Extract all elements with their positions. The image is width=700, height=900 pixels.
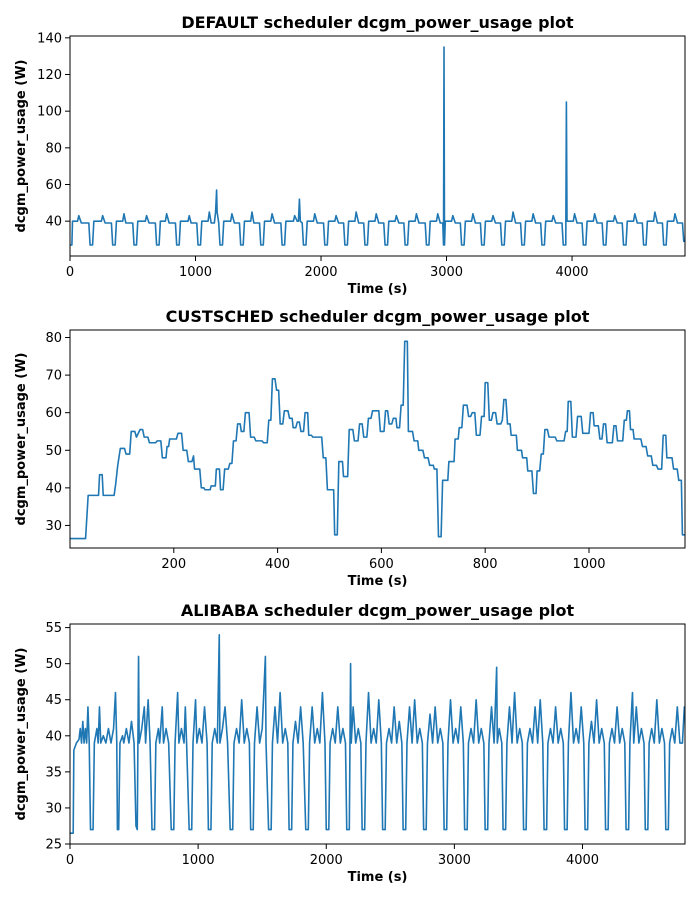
plot-frame (69, 623, 686, 845)
x-tick-label: 4000 (566, 853, 599, 868)
x-tick-label: 200 (161, 557, 186, 572)
x-tick-label: 2000 (304, 265, 337, 280)
x-tick-label: 3000 (438, 853, 471, 868)
y-tick-label: 80 (45, 331, 62, 346)
series-line-1 (70, 340, 685, 540)
y-tick-label: 40 (45, 481, 62, 496)
y-tick-label: 40 (45, 215, 62, 230)
x-axis-label: Time (s) (348, 870, 408, 885)
chart-title: CUSTSCHED scheduler dcgm_power_usage plo… (166, 307, 590, 326)
x-tick-label: 1000 (572, 557, 605, 572)
chart-panel-2: CUSTSCHED scheduler dcgm_power_usage plo… (14, 307, 686, 589)
y-tick-label: 60 (45, 406, 62, 421)
y-tick-label: 45 (45, 693, 62, 708)
x-tick-label: 0 (66, 853, 74, 868)
x-axis-label: Time (s) (348, 574, 408, 589)
y-axis-label: dcgm_power_usage (W) (14, 648, 29, 821)
x-tick-label: 4000 (555, 265, 588, 280)
y-tick-label: 140 (37, 31, 62, 46)
y-tick-label: 30 (45, 801, 62, 816)
x-tick-label: 1000 (179, 265, 212, 280)
chart-title: ALIBABA scheduler dcgm_power_usage plot (181, 601, 575, 620)
y-tick-label: 35 (45, 765, 62, 780)
x-tick-label: 2000 (310, 853, 343, 868)
x-tick-label: 800 (473, 557, 498, 572)
series-line-1 (70, 634, 686, 834)
y-tick-label: 55 (45, 621, 62, 636)
x-tick-label: 400 (265, 557, 290, 572)
x-axis-label: Time (s) (348, 282, 408, 297)
plot-frame (69, 329, 686, 549)
y-tick-label: 40 (45, 729, 62, 744)
y-tick-label: 70 (45, 369, 62, 384)
y-axis-label: dcgm_power_usage (W) (14, 353, 29, 526)
y-tick-label: 100 (37, 105, 62, 120)
y-axis-label: dcgm_power_usage (W) (14, 60, 29, 233)
chart-panel-3: ALIBABA scheduler dcgm_power_usage plot 0… (14, 601, 686, 885)
chart-panel-1: DEFAULT scheduler dcgm_power_usage plot 0… (14, 13, 686, 297)
y-tick-label: 50 (45, 657, 62, 672)
y-tick-label: 30 (45, 519, 62, 534)
y-tick-label: 80 (45, 141, 62, 156)
x-tick-label: 1000 (182, 853, 215, 868)
y-tick-label: 120 (37, 68, 62, 83)
plot-frame (69, 35, 686, 257)
y-tick-label: 60 (45, 178, 62, 193)
x-tick-label: 0 (66, 265, 74, 280)
y-tick-label: 50 (45, 444, 62, 459)
x-tick-label: 3000 (430, 265, 463, 280)
x-tick-label: 600 (369, 557, 394, 572)
series-line-1 (70, 46, 685, 246)
y-tick-label: 25 (45, 838, 62, 853)
chart-title: DEFAULT scheduler dcgm_power_usage plot (181, 13, 574, 32)
